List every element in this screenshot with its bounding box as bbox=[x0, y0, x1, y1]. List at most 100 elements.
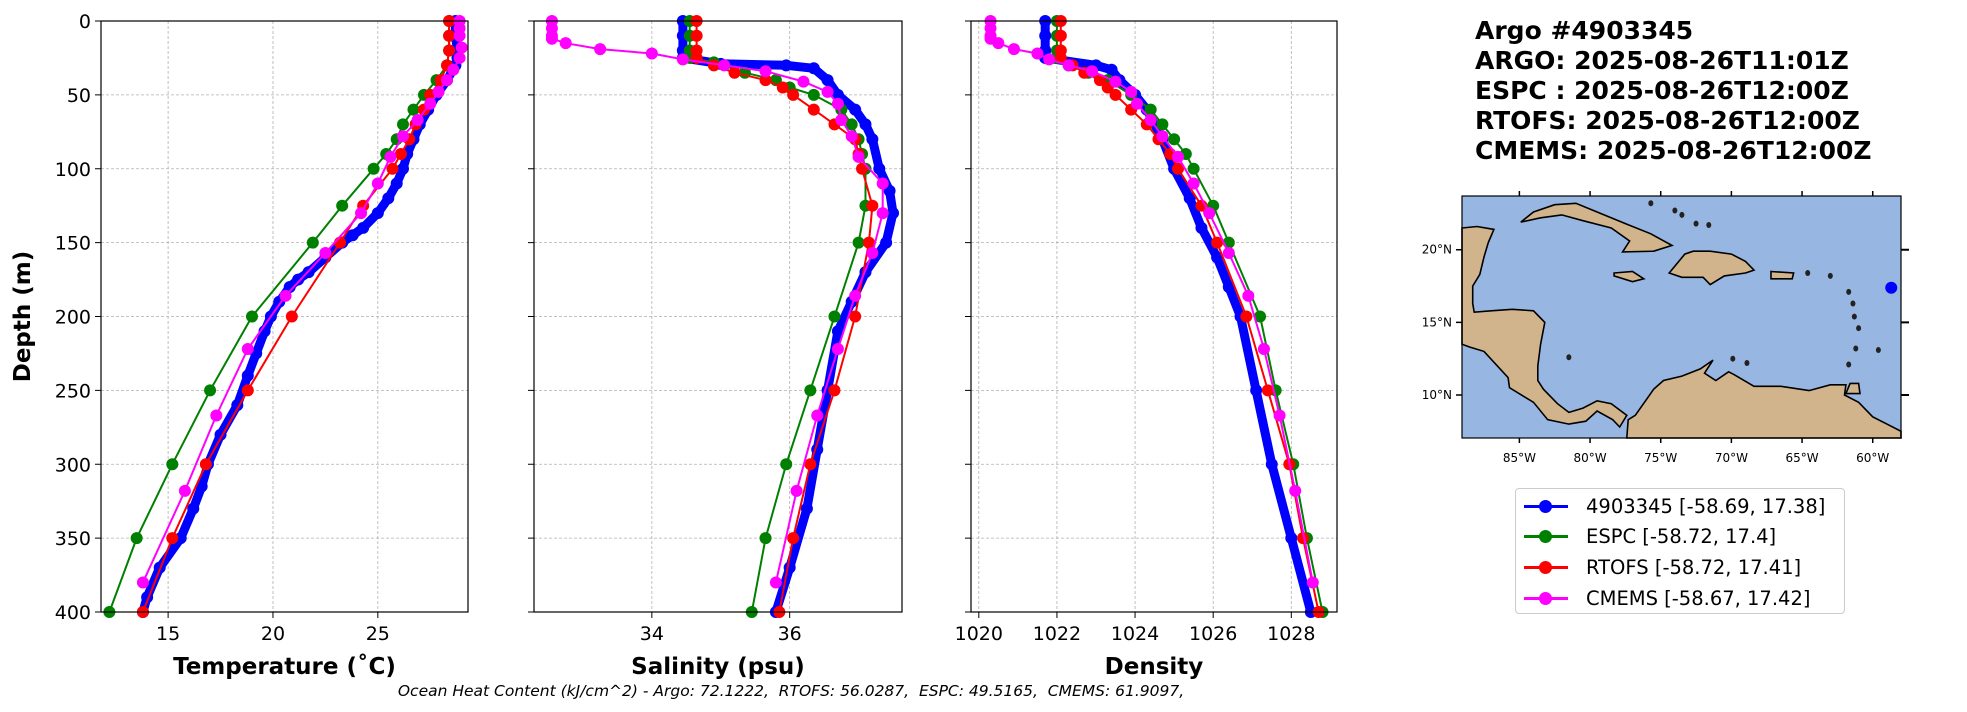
data-point bbox=[769, 576, 782, 589]
data-point bbox=[690, 29, 703, 42]
data-point bbox=[447, 63, 460, 76]
data-point bbox=[407, 103, 420, 116]
data-point bbox=[1289, 484, 1302, 497]
map-lon-label: 80°W bbox=[1573, 451, 1606, 465]
legend-item-espc: ESPC [-58.72, 17.4] bbox=[1524, 521, 1776, 551]
data-point bbox=[396, 118, 409, 131]
legend-marker-argo bbox=[1524, 499, 1568, 513]
data-point bbox=[166, 458, 179, 471]
title-line-cmems-time: CMEMS: 2025-08-26T12:00Z bbox=[1475, 136, 1872, 165]
data-point bbox=[432, 85, 445, 98]
y-tick-label: 350 bbox=[55, 528, 91, 550]
data-point bbox=[880, 236, 893, 249]
land-central-america bbox=[1461, 225, 1628, 429]
data-point bbox=[453, 29, 466, 42]
legend-label-rtofs: RTOFS [-58.72, 17.41] bbox=[1586, 555, 1802, 579]
data-point bbox=[831, 325, 844, 338]
data-point bbox=[1109, 75, 1122, 88]
small-island bbox=[1856, 325, 1862, 332]
data-point bbox=[545, 32, 558, 45]
data-point bbox=[178, 484, 191, 497]
data-point bbox=[1172, 162, 1185, 175]
temperature-panel: 15 20 25050100150200250300350400Temperatur… bbox=[10, 11, 469, 680]
data-point bbox=[1306, 576, 1319, 589]
data-point bbox=[441, 74, 454, 87]
data-point bbox=[1211, 236, 1224, 249]
data-point bbox=[292, 273, 305, 286]
x-tick-label: 1026 bbox=[1189, 623, 1237, 645]
data-point bbox=[1297, 532, 1310, 545]
data-point bbox=[1039, 29, 1052, 42]
series-cmems bbox=[545, 15, 889, 589]
data-point bbox=[1242, 289, 1255, 302]
y-tick-label: 50 bbox=[67, 85, 91, 107]
data-point bbox=[728, 66, 741, 79]
map-lon-label: 85°W bbox=[1503, 451, 1536, 465]
data-point bbox=[804, 384, 817, 397]
ocean-heat-content-caption: Ocean Heat Content (kJ/cm^2) - Argo: 72.… bbox=[397, 682, 1185, 700]
data-point bbox=[780, 458, 793, 471]
salinity-panel: 34 36 Salinity (psu) bbox=[528, 15, 903, 680]
data-point bbox=[1254, 310, 1267, 323]
data-point bbox=[1125, 85, 1138, 98]
legend-label-argo: 4903345 [-58.69, 17.38] bbox=[1586, 494, 1826, 518]
title-line-argo-time: ARGO: 2025-08-26T11:01Z bbox=[1475, 46, 1849, 75]
data-point bbox=[783, 561, 796, 574]
data-point bbox=[849, 103, 862, 116]
axes-frame bbox=[970, 20, 1338, 613]
data-point bbox=[876, 177, 889, 190]
data-point bbox=[384, 150, 397, 163]
data-point bbox=[396, 130, 409, 143]
data-point bbox=[849, 310, 862, 323]
data-point bbox=[1187, 162, 1200, 175]
y-axis-label: Depth (m) bbox=[10, 251, 36, 383]
data-point bbox=[136, 576, 149, 589]
data-point bbox=[1093, 74, 1106, 87]
data-point bbox=[866, 133, 879, 146]
legend-label-espc: ESPC [-58.72, 17.4] bbox=[1586, 524, 1777, 548]
data-point bbox=[396, 162, 409, 175]
land-trinidad bbox=[1844, 382, 1861, 395]
map-lon-label: 60°W bbox=[1856, 451, 1889, 465]
data-point bbox=[285, 310, 298, 323]
data-point bbox=[386, 162, 399, 175]
data-point bbox=[1144, 113, 1157, 126]
data-point bbox=[800, 502, 813, 515]
y-tick-label: 0 bbox=[79, 11, 91, 33]
small-island bbox=[1875, 346, 1881, 353]
data-point bbox=[130, 532, 143, 545]
map-lat-label: 20°N bbox=[1422, 243, 1452, 257]
data-point bbox=[336, 199, 349, 212]
data-point bbox=[1261, 384, 1274, 397]
data-point bbox=[455, 41, 468, 54]
data-point bbox=[1062, 59, 1075, 72]
data-point bbox=[790, 484, 803, 497]
small-island bbox=[1672, 207, 1678, 214]
data-point bbox=[241, 369, 254, 382]
small-island bbox=[1850, 300, 1856, 307]
data-point bbox=[371, 207, 384, 220]
data-point bbox=[787, 532, 800, 545]
data-point bbox=[804, 458, 817, 471]
data-point bbox=[1054, 29, 1067, 42]
x-tick-label: 20 bbox=[261, 623, 285, 645]
x-tick-label: 36 bbox=[778, 623, 802, 645]
data-point bbox=[835, 113, 848, 126]
data-point bbox=[759, 74, 772, 87]
data-point bbox=[852, 236, 865, 249]
data-point bbox=[443, 29, 456, 42]
data-point bbox=[1168, 133, 1181, 146]
data-point bbox=[306, 236, 319, 249]
data-point bbox=[787, 88, 800, 101]
small-island bbox=[1566, 354, 1572, 361]
legend-item-cmems: CMEMS [-58.67, 17.42] bbox=[1524, 583, 1810, 613]
x-axis-label: Salinity (psu) bbox=[631, 654, 805, 680]
argo-float-marker bbox=[1885, 281, 1898, 294]
data-point bbox=[245, 310, 258, 323]
x-tick-label: 1028 bbox=[1267, 623, 1315, 645]
data-point bbox=[241, 343, 254, 356]
data-point bbox=[199, 458, 212, 471]
data-point bbox=[831, 88, 844, 101]
legend-item-argo: 4903345 [-58.69, 17.38] bbox=[1524, 491, 1825, 521]
data-point bbox=[1273, 409, 1286, 422]
